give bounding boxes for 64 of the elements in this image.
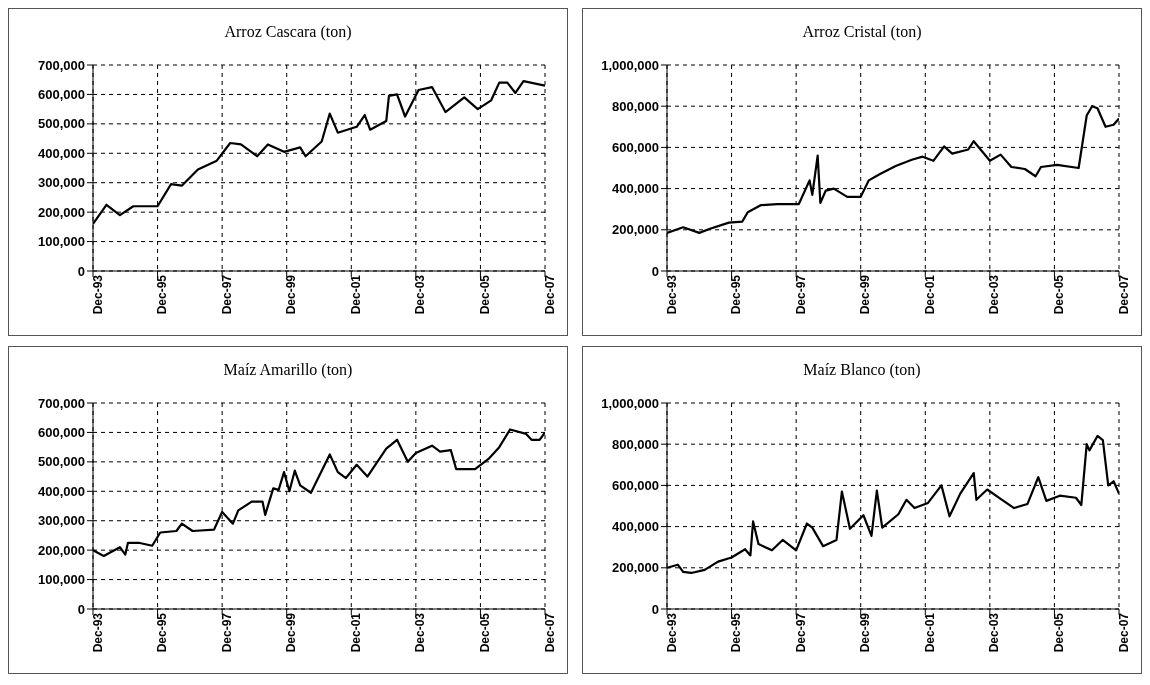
- x-tick-label: Dec-93: [664, 274, 679, 315]
- chart-title: Maíz Blanco (ton): [802, 361, 922, 380]
- x-tick-label: Dec-03: [413, 612, 428, 653]
- y-tick-label: 600,000: [38, 87, 85, 103]
- y-tick-label: 400,000: [612, 181, 659, 197]
- y-tick-label: 200,000: [612, 560, 659, 576]
- y-tick-label: 600,000: [612, 140, 659, 156]
- y-tick-label: 500,000: [38, 116, 85, 132]
- x-tick-label: Dec-99: [858, 274, 873, 315]
- x-tick-label: Dec-97: [793, 274, 808, 315]
- x-tick-label: Dec-05: [477, 274, 492, 315]
- y-tick-label: 600,000: [38, 425, 85, 441]
- y-tick-label: 200,000: [38, 204, 85, 220]
- x-tick-label: Dec-97: [793, 612, 808, 653]
- x-tick-label: Dec-99: [858, 612, 873, 653]
- x-tick-label: Dec-95: [155, 274, 170, 315]
- y-tick-label: 0: [651, 263, 659, 279]
- x-tick-label: Dec-07: [542, 612, 557, 653]
- x-tick-label: Dec-05: [477, 612, 492, 653]
- x-tick-label: Dec-95: [155, 612, 170, 653]
- x-tick-label: Dec-93: [664, 612, 679, 653]
- y-tick-label: 800,000: [612, 436, 659, 452]
- x-tick-label: Dec-97: [219, 274, 234, 315]
- x-tick-label: Dec-03: [987, 612, 1002, 653]
- x-tick-label: Dec-99: [284, 274, 299, 315]
- x-tick-label: Dec-05: [1051, 274, 1066, 315]
- y-tick-label: 700,000: [38, 395, 85, 411]
- x-tick-label: Dec-03: [987, 274, 1002, 315]
- y-tick-label: 400,000: [612, 519, 659, 535]
- y-tick-label: 200,000: [38, 542, 85, 558]
- x-tick-label: Dec-99: [284, 612, 299, 653]
- x-tick-label: Dec-95: [729, 274, 744, 315]
- x-tick-label: Dec-01: [348, 612, 363, 653]
- y-tick-label: 300,000: [38, 175, 85, 191]
- y-tick-label: 300,000: [38, 513, 85, 529]
- chart-title: Arroz Cascara (ton): [223, 23, 353, 42]
- x-tick-label: Dec-07: [1116, 612, 1131, 653]
- x-tick-label: Dec-05: [1051, 612, 1066, 653]
- y-tick-label: 800,000: [612, 98, 659, 114]
- chart-title: Maíz Amarillo (ton): [222, 361, 354, 381]
- x-tick-label: Dec-07: [1116, 274, 1131, 315]
- x-tick-label: Dec-93: [90, 274, 105, 315]
- y-tick-label: 0: [651, 601, 659, 617]
- x-tick-label: Dec-01: [922, 274, 937, 315]
- x-tick-label: Dec-01: [348, 274, 363, 315]
- chart-title: Arroz Cristal (ton): [801, 23, 923, 42]
- y-tick-label: 400,000: [38, 145, 85, 161]
- y-tick-label: 1,000,000: [601, 57, 659, 73]
- y-tick-label: 100,000: [38, 572, 85, 588]
- x-tick-label: Dec-93: [90, 612, 105, 653]
- y-tick-label: 700,000: [38, 57, 85, 73]
- x-tick-label: Dec-95: [729, 612, 744, 653]
- y-tick-label: 1,000,000: [601, 395, 659, 411]
- y-tick-label: 0: [77, 263, 85, 279]
- x-tick-label: Dec-03: [413, 274, 428, 315]
- x-tick-label: Dec-01: [922, 612, 937, 653]
- x-tick-label: Dec-97: [219, 612, 234, 653]
- y-tick-label: 600,000: [612, 478, 659, 494]
- y-tick-label: 500,000: [38, 454, 85, 470]
- y-tick-label: 100,000: [38, 234, 85, 250]
- y-tick-label: 200,000: [612, 222, 659, 238]
- x-tick-label: Dec-07: [542, 274, 557, 315]
- y-tick-label: 0: [77, 601, 85, 617]
- y-tick-label: 400,000: [38, 483, 85, 499]
